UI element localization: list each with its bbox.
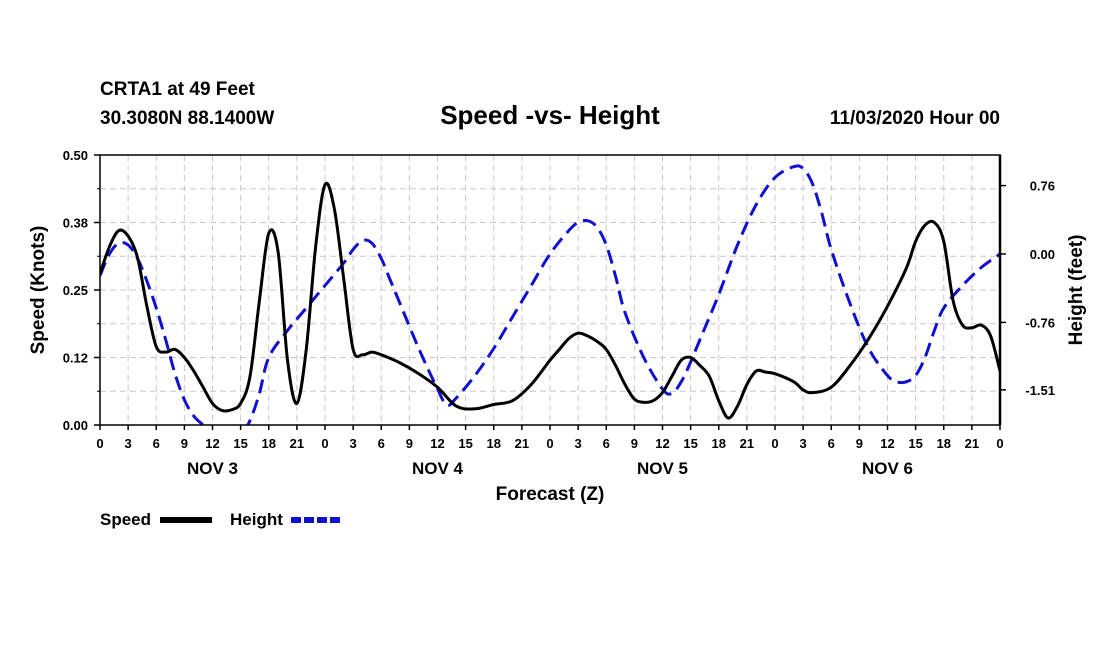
x-tick-label: 3 [800, 436, 807, 451]
legend-height-label: Height [230, 510, 283, 529]
left-y-axis: 0.00 0.12 0.25 0.38 0.50 [63, 148, 100, 433]
station-label: CRTA1 at 49 Feet [100, 79, 256, 100]
location-label: 30.3080N 88.1400W [100, 108, 274, 129]
x-tick-label: 9 [181, 436, 188, 451]
x-tick-label: 21 [515, 436, 529, 451]
x-tick-label: 18 [712, 436, 726, 451]
x-tick-label: 12 [880, 436, 894, 451]
day-label: NOV 3 [187, 459, 238, 478]
x-axis: 0 3 6 9 12 15 18 21 0 3 6 9 12 15 18 21 0 3 6 9 12 15 18 21 0 3 6 9… [96, 425, 1004, 478]
x-tick-label: 3 [125, 436, 132, 451]
x-tick-label: 9 [631, 436, 638, 451]
grid-lines [100, 155, 1000, 425]
x-tick-label: 21 [740, 436, 754, 451]
day-label: NOV 4 [412, 459, 464, 478]
y-left-tick-label: 0.50 [63, 148, 88, 163]
x-tick-label: 6 [828, 436, 835, 451]
x-tick-label: 18 [487, 436, 501, 451]
x-tick-label: 21 [290, 436, 304, 451]
x-tick-label: 12 [430, 436, 444, 451]
series-line-speed [100, 181, 1000, 420]
x-tick-label: 3 [575, 436, 582, 451]
x-tick-label: 6 [603, 436, 610, 451]
y-axis-right-label: Height (feet) [1066, 235, 1087, 346]
x-tick-label: 6 [153, 436, 160, 451]
legend: Speed Height [100, 510, 343, 529]
x-tick-label: 0 [546, 436, 553, 451]
y-left-tick-label: 0.25 [63, 283, 88, 298]
x-tick-label: 0 [96, 436, 103, 451]
y-left-tick-label: 0.00 [63, 418, 88, 433]
x-tick-label: 18 [937, 436, 951, 451]
series-line-height [100, 164, 1000, 425]
x-tick-label: 9 [856, 436, 863, 451]
x-tick-label: 3 [350, 436, 357, 451]
x-tick-label: 12 [205, 436, 219, 451]
y-right-tick-label: 0.00 [1030, 247, 1055, 262]
x-tick-label: 0 [996, 436, 1003, 451]
y-left-tick-label: 0.38 [63, 216, 88, 231]
x-tick-label: 15 [233, 436, 247, 451]
x-tick-label: 21 [965, 436, 979, 451]
day-label: NOV 5 [637, 459, 688, 478]
y-axis-left-label: Speed (Knots) [28, 226, 49, 355]
series-lines [100, 164, 1000, 425]
x-axis-label: Forecast (Z) [496, 484, 605, 505]
y-right-tick-label: -0.76 [1025, 315, 1055, 330]
x-tick-label: 0 [321, 436, 328, 451]
y-left-tick-label: 0.12 [63, 351, 88, 366]
x-tick-label: 9 [406, 436, 413, 451]
x-tick-label: 12 [655, 436, 669, 451]
x-tick-label: 6 [378, 436, 385, 451]
x-tick-label: 15 [458, 436, 472, 451]
x-tick-label: 0 [771, 436, 778, 451]
y-right-tick-label: 0.76 [1030, 179, 1055, 194]
day-label: NOV 6 [862, 459, 913, 478]
legend-speed-label: Speed [100, 510, 151, 529]
x-tick-label: 18 [262, 436, 276, 451]
chart-title: Speed -vs- Height [440, 100, 660, 130]
y-right-tick-label: -1.51 [1025, 383, 1055, 398]
x-tick-label: 15 [908, 436, 922, 451]
datetime-label: 11/03/2020 Hour 00 [830, 108, 1000, 129]
x-tick-label: 15 [683, 436, 697, 451]
right-y-axis: 0.76 0.00 -0.76 -1.51 [1000, 179, 1055, 398]
